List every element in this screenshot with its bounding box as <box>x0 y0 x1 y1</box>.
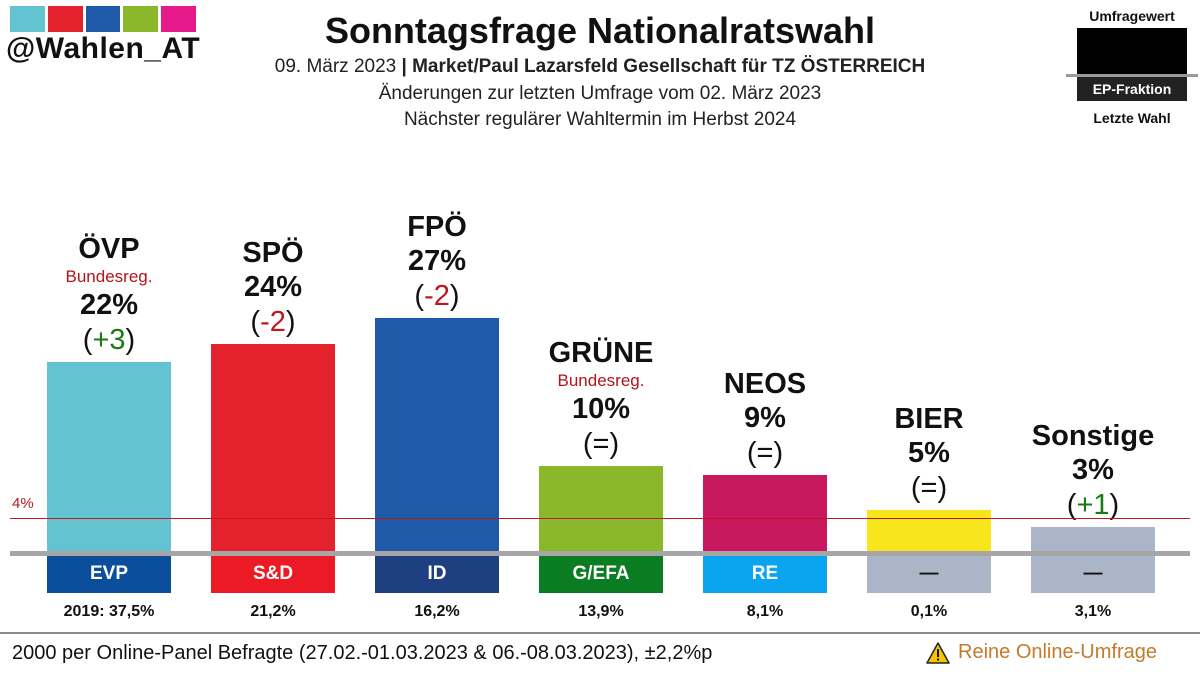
footer-sample-info: 2000 per Online-Panel Befragte (27.02.-0… <box>12 642 713 664</box>
survey-institute: Market/Paul Lazarsfeld Gesellschaft für … <box>412 56 926 77</box>
label-block-bier: BIER 5% (=) <box>844 402 1014 506</box>
bar-fpö <box>375 318 499 553</box>
ep-fraction-fpö: ID <box>375 555 499 593</box>
last-election-spö: 21,2% <box>250 603 296 620</box>
warning-text: Reine Online-Umfrage <box>958 641 1157 663</box>
party-name: SPÖ <box>242 237 304 270</box>
brand-stripe <box>161 6 196 32</box>
legend-last-election: Letzte Wahl <box>1093 110 1171 126</box>
label-block-fpö: FPÖ 27% (-2) <box>352 210 522 314</box>
last-election-neos: 8,1% <box>746 603 784 620</box>
warning-icon <box>926 641 950 664</box>
online-poll-warning: Reine Online-Umfrage <box>926 641 1157 664</box>
bar-sonstige <box>1031 526 1155 553</box>
ep-fraction-bier: — <box>867 555 991 593</box>
party-name: GRÜNE <box>548 337 654 369</box>
ep-fraction-övp: EVP <box>47 555 171 593</box>
brand-stripes <box>10 6 196 32</box>
brand-stripe <box>10 6 45 32</box>
change-value: +1 <box>1076 488 1110 521</box>
data-label-value: 3% <box>1072 453 1114 486</box>
separator: | <box>401 56 407 77</box>
last-election-fpö: 16,2% <box>414 603 460 620</box>
threshold-line <box>10 518 1190 519</box>
threshold-label: 4% <box>12 495 34 512</box>
brand-stripe <box>47 6 83 32</box>
data-label-change: (+1) <box>1066 488 1120 521</box>
party-name: Sonstige <box>1031 419 1155 452</box>
data-label-change: (=) <box>582 428 620 460</box>
bar-bier <box>867 509 991 553</box>
bar-spö <box>211 344 335 553</box>
party-name: ÖVP <box>78 232 140 265</box>
change-value: -2 <box>424 280 450 313</box>
data-label-value: 22% <box>79 288 139 321</box>
next-election-note: Nächster regulärer Wahltermin im Herbst … <box>403 109 797 130</box>
data-label-value: 9% <box>744 401 786 434</box>
label-block-sonstige: Sonstige 3% (+1) <box>1008 419 1178 523</box>
last-election-sonstige: 3,1% <box>1074 603 1112 620</box>
party-name: FPÖ <box>407 211 467 244</box>
footer-divider <box>0 632 1200 634</box>
bar-neos <box>703 474 827 553</box>
data-label-change: (=) <box>746 436 784 469</box>
survey-date: 09. März 2023 <box>274 56 397 77</box>
survey-info: 09. März 2023 | Market/Paul Lazarsfeld G… <box>0 56 1200 78</box>
party-name: BIER <box>894 402 964 435</box>
last-election-bier: 0,1% <box>910 603 948 620</box>
data-label-value: 27% <box>407 245 467 278</box>
brand-stripe <box>85 6 121 32</box>
government-badge: Bundesreg. <box>557 371 645 390</box>
legend-ep-fraction: EP-Fraktion <box>1077 77 1187 101</box>
changes-note: Änderungen zur letzten Umfrage vom 02. M… <box>378 83 822 104</box>
legend-bar-swatch <box>1077 28 1187 76</box>
last-election-övp: 2019: 37,5% <box>63 603 155 620</box>
data-label-change: (-2) <box>414 280 460 313</box>
brand-stripe <box>123 6 159 32</box>
ep-fraction-grüne: G/EFA <box>539 555 663 593</box>
party-name: NEOS <box>723 367 807 400</box>
label-block-grüne: GRÜNE Bundesreg. 10% (=) <box>516 336 686 462</box>
ep-fraction-sonstige: — <box>1031 555 1155 593</box>
data-label-value: 10% <box>571 393 631 425</box>
ep-fraction-neos: RE <box>703 555 827 593</box>
legend-poll-value: Umfragewert <box>1089 8 1175 24</box>
last-election-grüne: 13,9% <box>578 603 624 620</box>
bar-övp <box>47 361 171 553</box>
chart-title: Sonntagsfrage Nationalratswahl <box>324 10 876 51</box>
change-value: -2 <box>260 306 286 339</box>
ep-fraction-spö: S&D <box>211 555 335 593</box>
bar-grüne <box>539 466 663 553</box>
data-label-change: (-2) <box>250 306 296 339</box>
government-badge: Bundesreg. <box>65 266 153 286</box>
label-block-övp: ÖVP Bundesreg. 22% (+3) <box>24 232 194 358</box>
label-block-neos: NEOS 9% (=) <box>680 367 850 471</box>
brand-handle: @Wahlen_AT <box>6 32 201 65</box>
label-block-spö: SPÖ 24% (-2) <box>188 236 358 340</box>
legend-baseline <box>1066 74 1198 77</box>
change-value: +3 <box>92 323 126 356</box>
data-label-change: (=) <box>910 471 948 504</box>
data-label-change: (+3) <box>82 323 136 356</box>
data-label-value: 5% <box>908 436 950 469</box>
chart-baseline <box>10 551 1190 556</box>
data-label-value: 24% <box>243 271 303 304</box>
